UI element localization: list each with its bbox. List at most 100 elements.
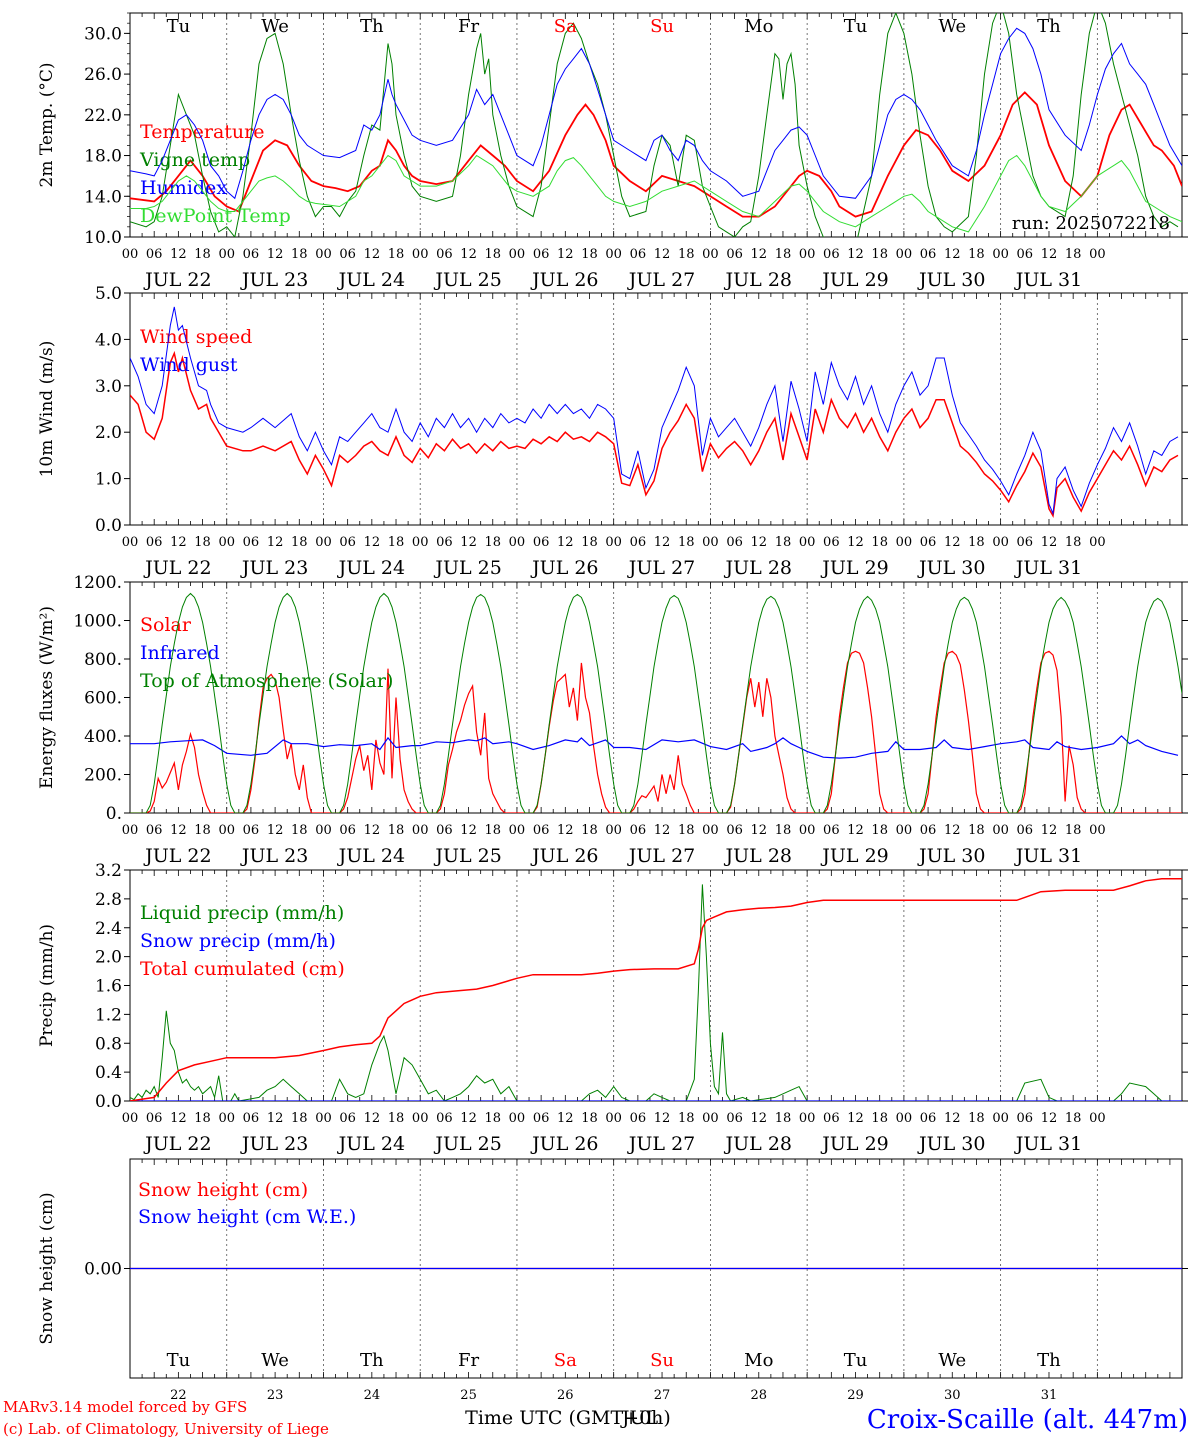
hour-tick-label: 00	[702, 535, 719, 550]
day-number-label: 25	[460, 1388, 477, 1403]
hour-tick-label: 06	[630, 1111, 647, 1126]
hour-tick-label: 12	[460, 823, 477, 838]
hour-tick-label: 18	[968, 535, 985, 550]
hour-tick-label: 12	[751, 247, 768, 262]
date-label: JUL 27	[627, 845, 695, 867]
date-label: JUL 22	[143, 557, 211, 579]
hour-tick-label: 00	[702, 823, 719, 838]
y-tick-label: 600.	[84, 689, 122, 709]
hour-tick-label: 06	[146, 823, 163, 838]
hour-tick-label: 06	[1017, 535, 1034, 550]
day-name-label: Sa	[554, 16, 577, 37]
hour-tick-label: 00	[122, 247, 139, 262]
hour-tick-label: 00	[218, 247, 235, 262]
hour-tick-label: 12	[267, 1111, 284, 1126]
hour-tick-label: 18	[194, 535, 211, 550]
date-label: JUL 30	[917, 845, 985, 867]
date-label: JUL 26	[530, 845, 598, 867]
hour-tick-label: 00	[315, 247, 332, 262]
hour-tick-label: 06	[1017, 823, 1034, 838]
hour-tick-label: 06	[146, 535, 163, 550]
hour-tick-label: 00	[315, 535, 332, 550]
day-number-label: 30	[944, 1388, 961, 1403]
hour-tick-label: 00	[896, 823, 913, 838]
date-label: JUL 30	[917, 1133, 985, 1155]
hour-tick-label: 18	[291, 823, 308, 838]
hour-tick-label: 00	[218, 535, 235, 550]
hour-tick-label: 06	[920, 535, 937, 550]
hour-tick-label: 06	[920, 247, 937, 262]
day-name-label: We	[261, 1350, 289, 1371]
hour-tick-label: 12	[847, 535, 864, 550]
day-name-label: Su	[650, 1350, 674, 1371]
hour-tick-label: 06	[339, 535, 356, 550]
y-tick-label: 2.8	[95, 890, 122, 910]
hour-tick-label: 00	[799, 247, 816, 262]
hour-tick-label: 06	[533, 247, 550, 262]
hour-tick-label: 18	[484, 823, 501, 838]
y-axis-label: Snow height (cm)	[37, 1192, 57, 1344]
y-tick-label: 18.0	[84, 147, 122, 167]
hour-tick-label: 18	[871, 1111, 888, 1126]
hour-tick-label: 06	[823, 247, 840, 262]
hour-tick-label: 18	[581, 823, 598, 838]
hour-tick-label: 12	[170, 535, 187, 550]
hour-tick-label: 18	[678, 1111, 695, 1126]
date-label: JUL 25	[433, 1133, 501, 1155]
hour-tick-label: 00	[605, 823, 622, 838]
date-label: JUL 25	[433, 845, 501, 867]
series-line-total-cumulated-cm-	[130, 877, 1182, 1101]
day-name-label: Sa	[554, 1350, 577, 1371]
day-number-label: 24	[364, 1388, 381, 1403]
hour-tick-label: 18	[775, 1111, 792, 1126]
legend-entry: Humidex	[140, 177, 227, 199]
date-label: JUL 24	[337, 845, 405, 867]
hour-tick-label: 12	[654, 535, 671, 550]
hour-tick-label: 00	[509, 1111, 526, 1126]
hour-tick-label: 06	[1017, 1111, 1034, 1126]
credit-line-1: MARv3.14 model forced by GFS	[3, 1398, 247, 1416]
hour-tick-label: 06	[436, 535, 453, 550]
hour-tick-label: 00	[992, 1111, 1009, 1126]
hour-tick-label: 12	[267, 823, 284, 838]
day-name-label: Th	[1037, 1350, 1061, 1371]
hour-tick-label: 12	[1041, 823, 1058, 838]
y-tick-label: 4.0	[95, 330, 122, 350]
hour-tick-label: 12	[1041, 535, 1058, 550]
hour-tick-label: 00	[702, 247, 719, 262]
hour-tick-label: 12	[460, 1111, 477, 1126]
day-name-label: Tu	[167, 16, 191, 37]
day-number-label: 31	[1041, 1388, 1058, 1403]
hour-tick-label: 06	[630, 247, 647, 262]
y-tick-label: 400.	[84, 727, 122, 747]
hour-tick-label: 06	[243, 1111, 260, 1126]
date-label: JUL 30	[917, 269, 985, 291]
hour-tick-label: 12	[364, 247, 381, 262]
day-name-label: Fr	[458, 1350, 479, 1371]
series-line-infrared	[130, 735, 1179, 759]
hour-tick-label: 00	[412, 247, 429, 262]
hour-tick-label: 18	[775, 535, 792, 550]
hour-tick-label: 06	[436, 1111, 453, 1126]
hour-tick-label: 12	[944, 1111, 961, 1126]
hour-tick-label: 18	[388, 247, 405, 262]
hour-tick-label: 18	[484, 247, 501, 262]
y-tick-label: 800.	[84, 650, 122, 670]
hour-tick-label: 00	[799, 1111, 816, 1126]
hour-tick-label: 00	[992, 535, 1009, 550]
day-name-label: Th	[360, 16, 384, 37]
day-name-label: Th	[1037, 16, 1061, 37]
y-tick-label: 26.0	[84, 65, 122, 85]
hour-tick-label: 00	[1089, 247, 1106, 262]
date-label: JUL 23	[240, 557, 308, 579]
day-name-label: Tu	[167, 1350, 191, 1371]
date-label: JUL 26	[530, 1133, 598, 1155]
day-name-label: Fr	[458, 16, 479, 37]
hour-tick-label: 18	[388, 1111, 405, 1126]
hour-tick-label: 18	[968, 247, 985, 262]
legend-entry: DewPoint Temp	[140, 205, 291, 227]
hour-tick-label: 12	[170, 823, 187, 838]
date-label: JUL 28	[724, 557, 792, 579]
y-tick-label: 1.0	[95, 470, 122, 490]
date-label: JUL 23	[240, 269, 308, 291]
